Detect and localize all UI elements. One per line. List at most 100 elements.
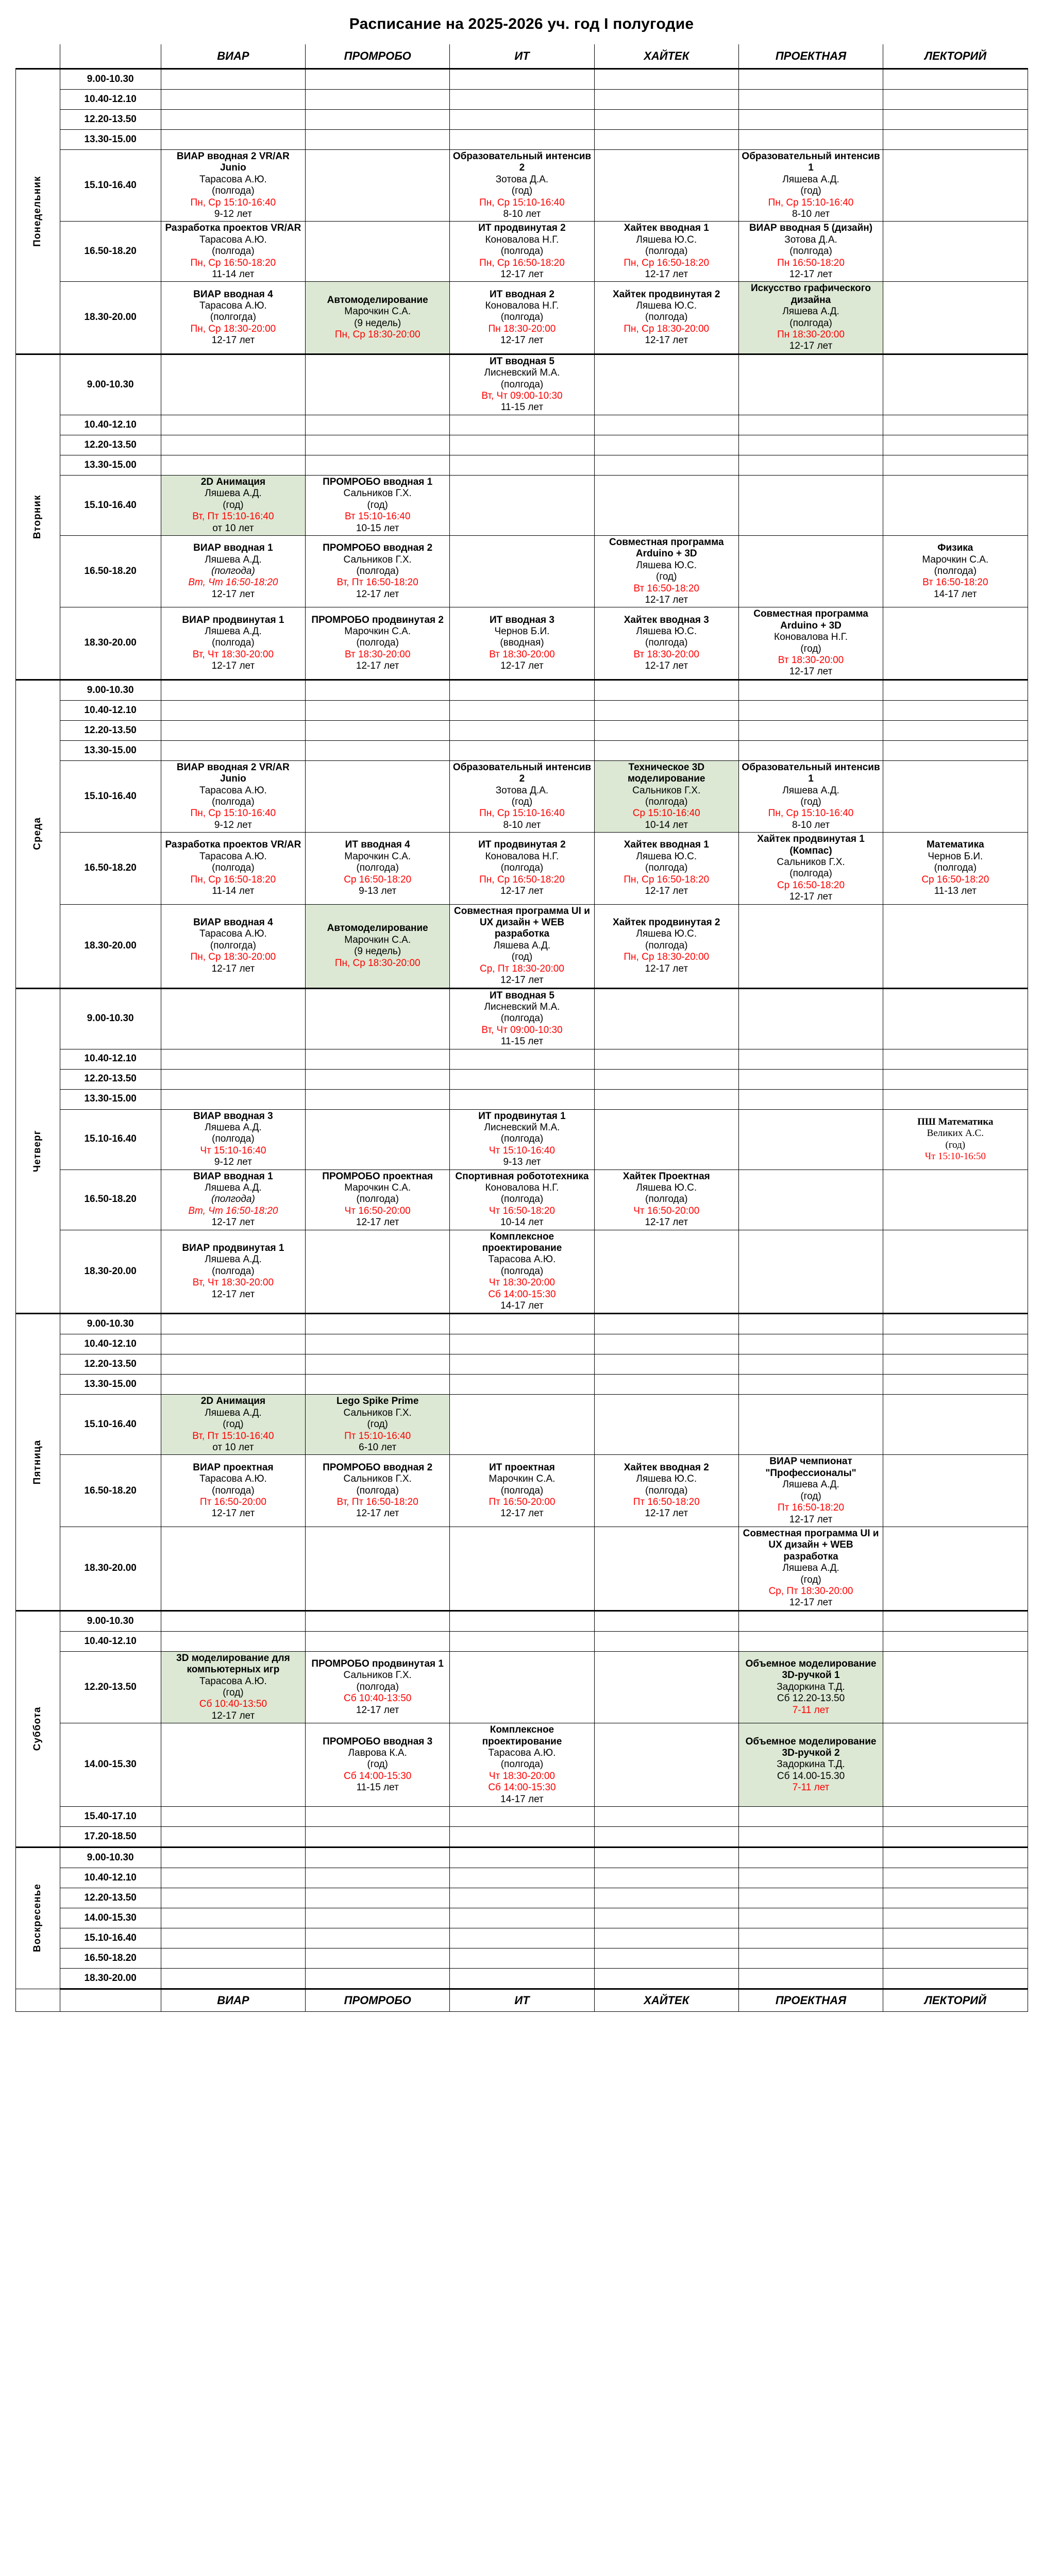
lesson-cell[interactable]: Комплексное проектирование Тарасова А.Ю.(… bbox=[449, 1723, 595, 1807]
lesson-cell[interactable]: ВИАР вводная 2 VR/AR Junio Тарасова А.Ю.(… bbox=[160, 760, 306, 833]
lesson-cell[interactable]: Совместная программа UI и UX дизайн + WE… bbox=[738, 1526, 884, 1612]
lesson-cell[interactable]: Техническое 3D моделирование Сальников Г.… bbox=[594, 760, 739, 833]
lesson-cell[interactable]: Автомоделирование Марочкин С.А. (9 недель)… bbox=[305, 281, 450, 355]
lesson-cell[interactable]: ВИАР продвинутая 1 Ляшева А.Д. (полгода) Вт… bbox=[160, 607, 306, 681]
lesson-cell[interactable]: Автомоделирование Марочкин С.А. (9 недель)… bbox=[305, 904, 450, 989]
lesson-cell[interactable]: ПРОМРОБО продвинутая 2 Марочкин С.А. (полг… bbox=[305, 607, 450, 681]
empty-slot bbox=[738, 109, 884, 130]
lesson-age: 12-17 лет bbox=[645, 1217, 688, 1228]
lesson-cell[interactable]: ВИАР вводная 2 VR/AR Junio Тарасова А.Ю.(… bbox=[160, 149, 306, 222]
lesson-cell[interactable]: ПРОМРОБО вводная 2 Сальников Г.Х. (полгода… bbox=[305, 1454, 450, 1527]
lesson-schedule: Пт 16:50-18:20 bbox=[633, 1496, 700, 1507]
lesson-cell[interactable]: ИТ продвинутая 2 Коновалова Н.Г. (полгода)… bbox=[449, 221, 595, 282]
lesson-age: 12-17 лет bbox=[211, 1289, 255, 1300]
lesson-cell[interactable]: ПШ Математика Великих А.С. (год) Чт 15:10-1… bbox=[883, 1109, 1028, 1170]
lesson-schedule: Сб 10:40-13:50 bbox=[344, 1693, 412, 1704]
lesson-cell[interactable]: ИТ вводная 5 Лисневский М.А. (полгода) Вт, … bbox=[449, 353, 595, 415]
day-label-среда: Среда bbox=[15, 680, 60, 989]
category-header-проектная: ПРОЕКТНАЯ bbox=[738, 44, 884, 69]
lesson-cell[interactable]: ВИАР вводная 1 Ляшева А.Д. (полгода) Вт, Чт… bbox=[160, 1169, 306, 1230]
lesson-cell[interactable]: ПРОМРОБО вводная 3 Лаврова К.А. (год) Сб 14… bbox=[305, 1723, 450, 1807]
lesson-cell[interactable]: ВИАР вводная 3 Ляшева А.Д. (полгода) Чт 15:… bbox=[160, 1109, 306, 1170]
lesson-cell[interactable]: ПРОМРОБО вводная 2 Сальников Г.Х. (полгода… bbox=[305, 535, 450, 608]
lesson-teacher: Ляшева А.Д. bbox=[782, 306, 839, 317]
lesson-age: 12-17 лет bbox=[500, 660, 544, 672]
lesson-age: от 10 лет bbox=[212, 1442, 254, 1453]
empty-slot bbox=[449, 1908, 595, 1929]
empty-slot bbox=[449, 109, 595, 130]
lesson-age: 12-17 лет bbox=[211, 588, 255, 600]
lesson-cell[interactable]: Математика Чернов Б.И. (полгода) Ср 16:50-1… bbox=[883, 832, 1028, 905]
lesson-age: 12-17 лет bbox=[211, 660, 255, 672]
lesson-age: 12-17 лет bbox=[645, 594, 688, 605]
lesson-cell[interactable]: 3D моделирование для компьютерных игр Тар… bbox=[160, 1651, 306, 1724]
lesson-cell[interactable]: Lego Spike Prime Сальников Г.Х. (год) Пт 15… bbox=[305, 1394, 450, 1455]
empty-slot bbox=[305, 679, 450, 701]
lesson-cell[interactable]: Хайтек продвинутая 1 (Компас) Сальников Г… bbox=[738, 832, 884, 905]
lesson-cell[interactable]: Искусство графического дизайна Ляшева А.Д… bbox=[738, 281, 884, 355]
lesson-cell[interactable]: Совместная программа UI и UX дизайн + WE… bbox=[449, 904, 595, 989]
lesson-cell[interactable]: Совместная программа Arduino + 3D Ляшева … bbox=[594, 535, 739, 608]
lesson-cell[interactable]: Хайтек вводная 3 Ляшева Ю.С. (полгода) Вт 1… bbox=[594, 607, 739, 681]
lesson-cell[interactable]: Образовательный интенсив 2 Зотова Д.А. (го… bbox=[449, 760, 595, 833]
lesson-cell[interactable]: Хайтек Проектная Ляшева Ю.С. (полгода) Чт 1… bbox=[594, 1169, 739, 1230]
schedule-row: Пятница 9.00-10.30 bbox=[15, 1313, 1028, 1611]
lesson-cell[interactable]: ИТ вводная 3 Чернов Б.И. (вводная) Вт 18:30… bbox=[449, 607, 595, 681]
lesson-schedule: Пн 18:30-20:00 bbox=[488, 323, 556, 334]
lesson-cell[interactable]: Спортивная робототехника Коновалова Н.Г.(… bbox=[449, 1169, 595, 1230]
lesson-cell[interactable]: ПРОМРОБО вводная 1 Сальников Г.Х. (год) Вт … bbox=[305, 474, 450, 536]
lesson-schedule: Пн, Ср 15:10-16:40 bbox=[479, 197, 565, 208]
schedule-row: Среда 9.00-10.30 bbox=[15, 679, 1028, 989]
lesson-cell[interactable]: Хайтек вводная 1 Ляшева Ю.С. (полгода) Пн, … bbox=[594, 221, 739, 282]
lesson-cell[interactable]: Физика Марочкин С.А. (полгода) Вт 16:50-18:… bbox=[883, 535, 1028, 608]
lesson-cell[interactable]: Комплексное проектирование Тарасова А.Ю.(… bbox=[449, 1229, 595, 1315]
lesson-duration: (полгода) bbox=[212, 1265, 255, 1277]
lesson-age: 11-15 лет bbox=[356, 1782, 399, 1793]
lesson-cell[interactable]: Совместная программа Arduino + 3D Коновал… bbox=[738, 607, 884, 681]
lesson-cell[interactable]: Образовательный интенсив 2 Зотова Д.А. (го… bbox=[449, 149, 595, 222]
empty-slot bbox=[594, 129, 739, 150]
lesson-duration: (год) bbox=[800, 1574, 821, 1585]
empty-slot bbox=[160, 1609, 306, 1632]
lesson-cell[interactable]: ВИАР вводная 1 Ляшева А.Д. (полгода) Вт, Чт… bbox=[160, 535, 306, 608]
lesson-teacher: Ляшева Ю.С. bbox=[636, 851, 697, 862]
empty-slot bbox=[305, 149, 450, 222]
lesson-age: 12-17 лет bbox=[789, 269, 833, 280]
empty-slot bbox=[738, 454, 884, 476]
lesson-cell[interactable]: ПРОМРОБО проектная Марочкин С.А. (полгода)… bbox=[305, 1169, 450, 1230]
lesson-cell[interactable]: Образовательный интенсив 1 Ляшева А.Д. (го… bbox=[738, 760, 884, 833]
lesson-cell[interactable]: ВИАР продвинутая 1 Ляшева А.Д. (полгода) Вт… bbox=[160, 1229, 306, 1315]
lesson-cell[interactable]: Хайтек вводная 2 Ляшева Ю.С. (полгода) Пт 1… bbox=[594, 1454, 739, 1527]
lesson-cell[interactable]: Хайтек вводная 1 Ляшева Ю.С. (полгода) Пн, … bbox=[594, 832, 739, 905]
lesson-cell[interactable]: Объемное моделирование 3D-ручкой 2 Задорк… bbox=[738, 1723, 884, 1807]
empty-slot bbox=[594, 1354, 739, 1375]
lesson-cell[interactable]: Образовательный интенсив 1 Ляшева А.Д. (го… bbox=[738, 149, 884, 222]
time-slot-label: 9.00-10.30 bbox=[59, 353, 161, 415]
lesson-cell[interactable]: 2D Анимация Ляшева А.Д. (год) Вт, Пт 15:10-… bbox=[160, 474, 306, 536]
lesson-cell[interactable]: Хайтек продвинутая 2 Ляшева Ю.С. (полгода)… bbox=[594, 904, 739, 989]
lesson-cell[interactable]: Разработка проектов VR/AR Тарасова А.Ю. (п… bbox=[160, 221, 306, 282]
lesson-cell[interactable]: ВИАР вводная 4 Тарасова А.Ю. (полгогда) Пн,… bbox=[160, 904, 306, 989]
lesson-cell[interactable]: ВИАР вводная 5 (дизайн) Зотова Д.А. (полго… bbox=[738, 221, 884, 282]
lesson-cell[interactable]: ВИАР вводная 4 Тарасова А.Ю. (полгогда) Пн,… bbox=[160, 281, 306, 355]
lesson-cell[interactable]: ИТ вводная 2 Коновалова Н.Г. (полгода) Пн 1… bbox=[449, 281, 595, 355]
lesson-cell[interactable]: Объемное моделирование 3D-ручкой 1 Задорк… bbox=[738, 1651, 884, 1724]
lesson-cell[interactable]: ВИАР чемпионат "Профессионалы" Ляшева А.Д… bbox=[738, 1454, 884, 1527]
lesson-teacher: Зотова Д.А. bbox=[495, 174, 549, 185]
lesson-cell[interactable]: ИТ продвинутая 2 Коновалова Н.Г. (полгода)… bbox=[449, 832, 595, 905]
empty-slot bbox=[883, 1631, 1028, 1652]
empty-slot bbox=[594, 1109, 739, 1170]
empty-slot bbox=[883, 414, 1028, 435]
lesson-schedule: Пн, Ср 18:30-20:00 bbox=[334, 957, 420, 969]
lesson-cell[interactable]: Разработка проектов VR/AR Тарасова А.Ю. (п… bbox=[160, 832, 306, 905]
lesson-cell[interactable]: Хайтек продвинутая 2 Ляшева Ю.С. (полгода)… bbox=[594, 281, 739, 355]
lesson-cell[interactable]: 2D Анимация Ляшева А.Д. (год) Вт, Пт 15:10-… bbox=[160, 1394, 306, 1455]
empty-slot bbox=[594, 89, 739, 110]
lesson-cell[interactable]: ИТ продвинутая 1 Лисневский М.А. (полгода)… bbox=[449, 1109, 595, 1170]
lesson-cell[interactable]: ИТ проектная Марочкин С.А. (полгода) Пт 16:… bbox=[449, 1454, 595, 1527]
lesson-cell[interactable]: ИТ вводная 4 Марочкин С.А. (полгода) Ср 16:… bbox=[305, 832, 450, 905]
lesson-cell[interactable]: ПРОМРОБО продвинутая 1 Сальников Г.Х. (пол… bbox=[305, 1651, 450, 1724]
lesson-title: Образовательный интенсив 2 bbox=[452, 761, 592, 785]
lesson-cell[interactable]: ИТ вводная 5 Лисневский М.А. (полгода) Вт, … bbox=[449, 987, 595, 1049]
lesson-cell[interactable]: ВИАР проектная Тарасова А.Ю. (полгода) Пт 1… bbox=[160, 1454, 306, 1527]
